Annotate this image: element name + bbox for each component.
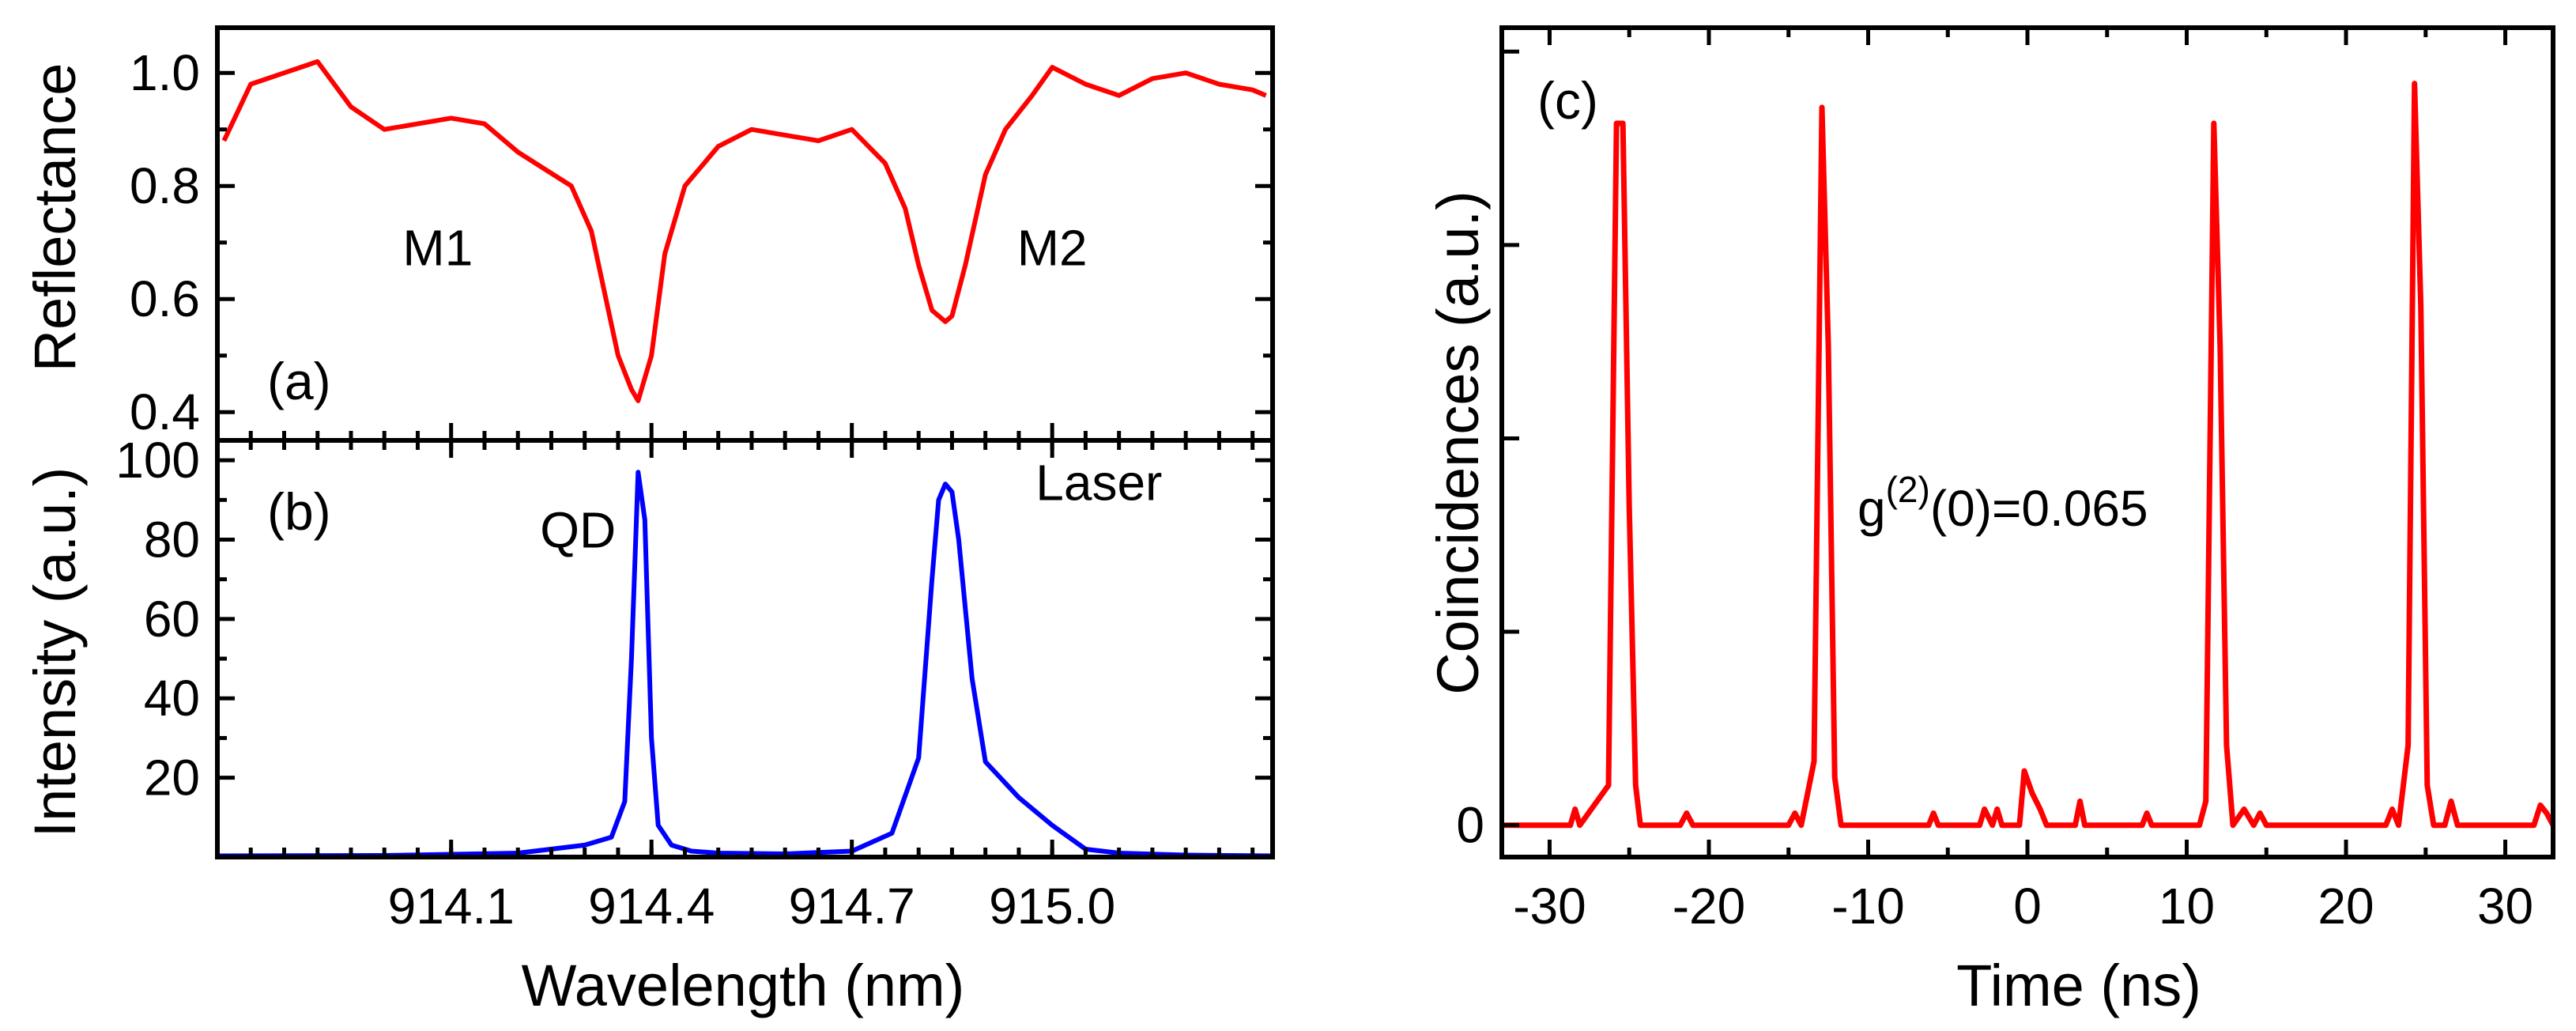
y-tick-label: 20 (144, 750, 200, 806)
panel-b: (b) Intensity (a.u.) Wavelength (nm) 20 4… (22, 432, 1273, 1018)
panel-a: (a) Reflectance 0.4 0.6 0.8 1.0 M1 M2 (22, 44, 1273, 440)
panel-b-label: (b) (267, 482, 331, 541)
panel-a-label: (a) (267, 352, 331, 410)
intensity-line (217, 470, 1273, 859)
x-tick-label: 20 (2318, 878, 2374, 935)
peak-annotation: QD (540, 502, 616, 559)
panel-c-frame (1499, 25, 2555, 859)
intensity-axis-title: Intensity (a.u.) (22, 467, 88, 838)
peak-annotation: M1 (402, 219, 473, 276)
peak-annotation: M2 (1017, 219, 1088, 276)
x-tick-label: 10 (2159, 878, 2215, 935)
g2-annotation-g: g (1858, 480, 1886, 537)
panel-a-frame (215, 25, 1275, 443)
x-tick-label: -30 (1513, 878, 1586, 935)
y-tick-label: 80 (144, 511, 200, 568)
g2-annotation-superscript: (2) (1886, 469, 1930, 510)
y-tick-label: 0 (1456, 797, 1484, 854)
x-tick-label: 30 (2477, 878, 2533, 935)
x-tick-label: -20 (1673, 878, 1746, 935)
y-tick-label: 0.4 (130, 383, 200, 440)
y-tick-label: 60 (144, 591, 200, 648)
coincidences-line (1502, 81, 2556, 829)
reflectance-line (221, 59, 1267, 403)
g2-annotation-value: (0)=0.065 (1930, 480, 2148, 537)
x-tick-label: 915.0 (989, 878, 1115, 935)
panel-c: (c) Coincidences (a.u.) Time (ns) 0 -30 -… (1425, 28, 2556, 1018)
wavelength-axis-title: Wavelength (nm) (522, 953, 965, 1018)
x-tick-label: 0 (2013, 878, 2042, 935)
x-tick-label: -10 (1831, 878, 1905, 935)
y-tick-label: 0.6 (130, 270, 200, 327)
peak-annotation: Laser (1035, 454, 1162, 511)
y-tick-label: 40 (144, 670, 200, 727)
x-tick-label: 914.7 (789, 878, 915, 935)
time-axis-title: Time (ns) (1956, 953, 2201, 1018)
panel-c-label: (c) (1537, 71, 1598, 130)
reflectance-axis-title: Reflectance (22, 63, 88, 372)
coincidences-axis-title: Coincidences (a.u.) (1425, 191, 1491, 695)
y-tick-label: 100 (115, 432, 200, 489)
g2-annotation: g(2)(0)=0.065 (1858, 469, 2148, 537)
y-tick-label: 1.0 (130, 44, 200, 101)
x-tick-label: 914.4 (588, 878, 715, 935)
y-tick-label: 0.8 (130, 157, 200, 214)
x-tick-label: 914.1 (388, 878, 515, 935)
panel-b-frame (215, 438, 1275, 859)
